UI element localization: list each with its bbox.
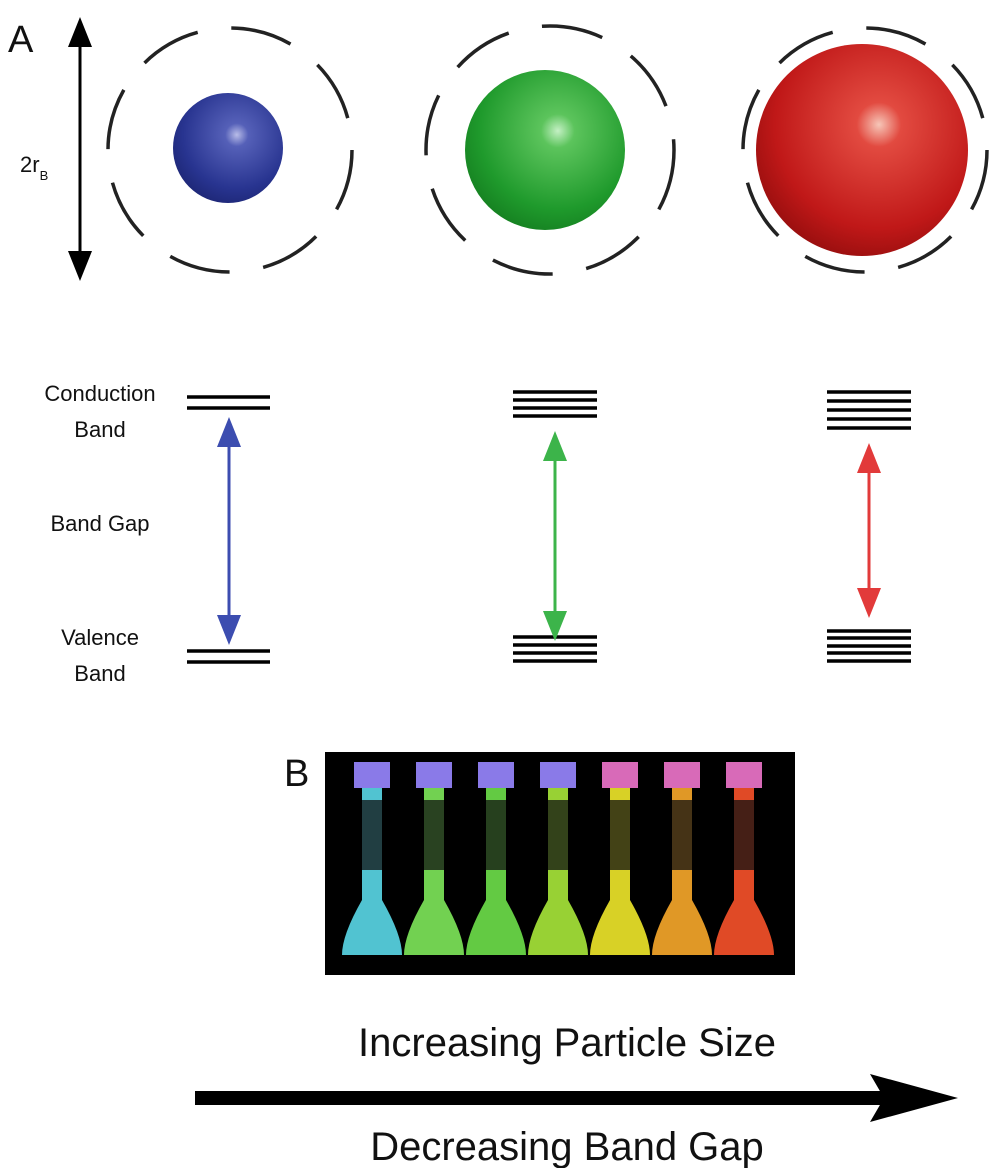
page: {"panel_a": {"label": "A", "diameter_lab… bbox=[0, 0, 992, 1168]
vial-neck bbox=[734, 800, 754, 870]
vial-cap bbox=[664, 762, 700, 788]
valence-label: Valence bbox=[61, 625, 139, 650]
panel-label: A bbox=[8, 19, 34, 61]
conduction-label: Band bbox=[74, 417, 125, 442]
diameter-sub: B bbox=[40, 168, 49, 183]
vial-cap bbox=[478, 762, 514, 788]
blue-particle bbox=[173, 93, 283, 203]
vial-cap bbox=[354, 762, 390, 788]
diameter-main: 2r bbox=[20, 152, 40, 177]
energy-levels bbox=[187, 392, 911, 662]
diameter-label: 2rB bbox=[20, 152, 48, 183]
vial-neck bbox=[672, 800, 692, 870]
vial-cap bbox=[602, 762, 638, 788]
vial-cap bbox=[540, 762, 576, 788]
vial-cap bbox=[416, 762, 452, 788]
diagram: A 2rB Conduction Band Band Gap Valence B… bbox=[0, 0, 992, 1168]
conduction-label: Conduction bbox=[44, 381, 155, 406]
vial-neck bbox=[610, 800, 630, 870]
vial-cap bbox=[726, 762, 762, 788]
red-particle bbox=[756, 44, 968, 256]
vial-neck bbox=[424, 800, 444, 870]
green-particle bbox=[465, 70, 625, 230]
vial-neck bbox=[548, 800, 568, 870]
valence-label: Band bbox=[74, 661, 125, 686]
bottom-caption: Decreasing Band Gap bbox=[370, 1125, 764, 1168]
vial-neck bbox=[362, 800, 382, 870]
top-caption: Increasing Particle Size bbox=[358, 1021, 776, 1065]
vial-neck bbox=[486, 800, 506, 870]
band-gap-label: Band Gap bbox=[50, 511, 149, 536]
panel-label: B bbox=[284, 753, 309, 795]
